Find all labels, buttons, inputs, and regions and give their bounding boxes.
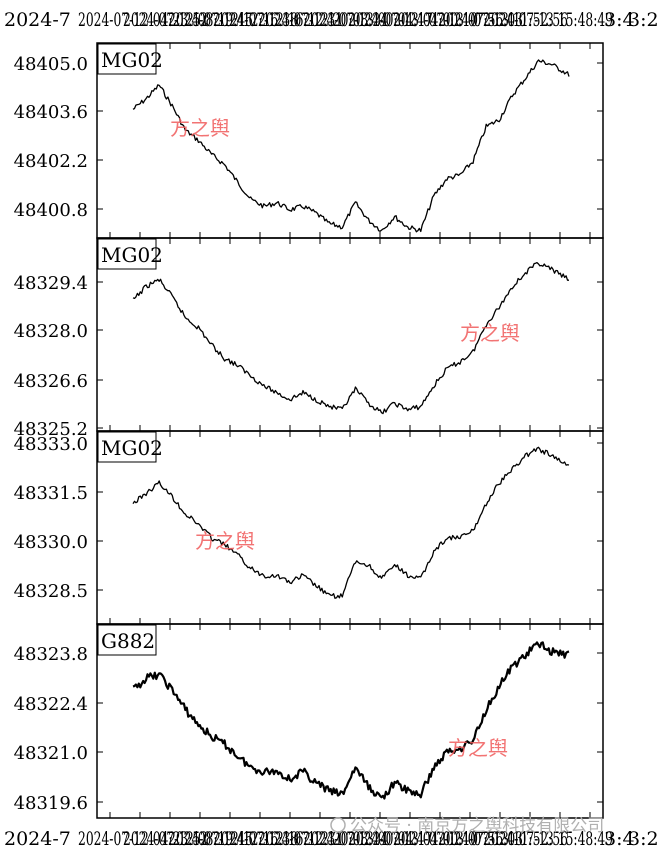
y-tick-label: 48321.0 (14, 743, 88, 764)
wechat-icon (330, 817, 346, 833)
y-tick-label: 48400.8 (14, 200, 88, 221)
y-tick-label: 48323.8 (14, 644, 88, 665)
date-tick-label: 2024-07-13 04:00:10 (348, 828, 478, 850)
series-label: MG02 (101, 436, 163, 460)
date-tick-label: 2024-07-12 08:19:45 (123, 9, 253, 31)
date-tick-label: 2024-07-12 20:08:24 (258, 828, 388, 850)
panels: 48405.048403.648402.248400.8MG02方之舆48329… (14, 42, 604, 819)
chart-panel-3: 48333.0 48331.5 48330.0 48328.5 MG02 方之舆 (14, 430, 604, 625)
series-line (132, 261, 569, 415)
bottom-date-suffix-2: 3:2 (628, 828, 659, 850)
watermark: 方之舆 (460, 321, 520, 345)
date-tick-label: 2024-07-13 11:52:56 (438, 9, 568, 31)
date-tick-label: 2024-07-13 15:48:49 (483, 9, 613, 31)
top-date-suffix-2: 3:2 (628, 9, 659, 31)
footer-watermark: 公众号 · 南京方之舆科技有限公司 (330, 816, 604, 836)
series-label-box (97, 624, 157, 656)
series-line (132, 59, 570, 233)
y-tick-label: 48405.0 (14, 54, 88, 75)
series-label: G882 (101, 629, 155, 653)
date-tick-label: 2024-07-13 15:48:49 (483, 828, 613, 850)
y-tick-label: 48333.0 (14, 434, 88, 455)
y-tick-label: 48403.6 (14, 102, 88, 123)
top-date-prefix: 2024-7 (4, 9, 71, 31)
y-tick-label: 48319.6 (14, 793, 88, 814)
date-tick-label: 2024-07-13 00:04:17 (303, 828, 433, 850)
watermark: 方之舆 (448, 736, 508, 760)
y-tick-label: 48322.4 (14, 694, 88, 715)
date-tick-label: 2024-07-13 04:00:10 (348, 9, 478, 31)
top-date-suffix: 3:4 (604, 9, 635, 31)
date-tick-label: 2024-07-13 00:04:17 (303, 9, 433, 31)
chart-panel-2: 48329.4 48328.0 48326.6 48325.2 MG02 方之舆 (14, 237, 604, 440)
date-tick-label: 2024-07-12 20:08:24 (258, 9, 388, 31)
panel-frame (96, 237, 604, 432)
footer-text: 公众号 · 南京方之舆科技有限公司 (350, 816, 604, 836)
date-tick-label: 2024-07-12 04:23:52 (78, 828, 208, 850)
series-label: MG02 (101, 243, 163, 267)
y-tick-label: 48329.4 (14, 273, 88, 294)
bottom-date-prefix: 2024-7 (4, 828, 71, 850)
y-tick-label: 48328.0 (14, 321, 88, 342)
date-tick-label: 2024-07-12 04:23:52 (78, 9, 208, 31)
date-tick-label: 2024-07-12 16:12:31 (213, 828, 343, 850)
date-tick-label: 2024-07-13 07:56:03 (393, 9, 523, 31)
watermark: 方之舆 (195, 529, 255, 553)
date-tick-label: 2024-07-13 07:56:03 (393, 828, 523, 850)
chart-panel-1: 48405.0 48403.6 48402.2 48400.8 MG02 方之舆 (14, 42, 604, 239)
y-tick-label: 48325.2 (14, 419, 88, 440)
series-line (132, 641, 570, 800)
series-label-box (97, 43, 157, 75)
bottom-date-suffix: 3:4 (604, 828, 635, 850)
date-tick-label: 2024-07-12 08:19:45 (123, 828, 253, 850)
watermark: 方之舆 (170, 116, 230, 140)
y-tick-label: 48402.2 (14, 151, 88, 172)
date-tick-label: 2024-07-13 11:52:56 (438, 828, 568, 850)
y-tick-label: 48331.5 (14, 483, 88, 504)
y-tick-label: 48326.6 (14, 371, 88, 392)
chart-panel-4: 48323.8 48322.4 48321.0 48319.6 G882 方之舆 (14, 623, 604, 819)
panel-frame (96, 430, 604, 625)
series-line (132, 446, 570, 599)
panel-frame (96, 42, 604, 239)
series-label-box (97, 431, 157, 463)
date-tick-label: 2024-07-12 12:16:38 (168, 9, 298, 31)
series-label-box (97, 238, 157, 270)
series-label: MG02 (101, 48, 163, 72)
y-tick-label: 48330.0 (14, 532, 88, 553)
date-tick-label: 2024-07-12 12:16:38 (168, 828, 298, 850)
date-tick-label: 2024-07-12 16:12:31 (213, 9, 343, 31)
y-tick-label: 48328.5 (14, 581, 88, 602)
